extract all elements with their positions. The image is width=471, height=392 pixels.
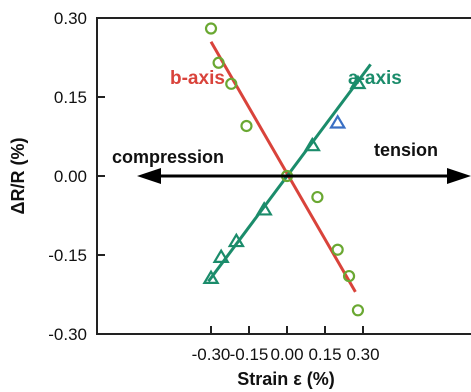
y-tick-label: 0.30: [54, 9, 87, 28]
data-point-a-axis: [212, 248, 230, 263]
compression-arrowhead: [137, 168, 161, 184]
y-tick-label: -0.30: [48, 325, 87, 344]
y-tick-label: 0.00: [54, 167, 87, 186]
data-point-b-axis: [311, 190, 324, 204]
data-point-b-axis: [204, 22, 218, 35]
data-point-a-axis: [227, 232, 245, 248]
tension-arrowhead: [447, 168, 471, 184]
data-point-b-axis: [342, 269, 356, 283]
series-label-a-axis: a-axis: [348, 68, 402, 89]
data-point-b-axis: [331, 243, 344, 256]
x-tick-label: 0.15: [308, 345, 341, 364]
annotation-tension: tension: [374, 140, 438, 160]
y-tick-label: -0.15: [48, 246, 87, 265]
data-markers: [202, 22, 367, 317]
strain-arrows: [137, 168, 471, 184]
data-point-b-axis: [212, 56, 225, 69]
y-tick-label: 0.15: [54, 88, 87, 107]
x-axis-label: Strain ε (%): [237, 369, 335, 389]
annotation-compression: compression: [112, 147, 224, 167]
data-point-a-axis: [202, 269, 220, 285]
data-point-a-axis: [349, 74, 367, 90]
x-tick-label: 0.30: [346, 345, 379, 364]
data-point-a-axis: [303, 136, 321, 152]
y-axis-label: ΔR/R (%): [8, 138, 28, 215]
fit-line-b-axis: [209, 40, 357, 293]
series-label-b-axis: b-axis: [170, 68, 225, 89]
data-point-b-axis: [240, 119, 253, 133]
x-tick-label: -0.30: [192, 345, 231, 364]
data-point-a-axis: [329, 114, 347, 129]
x-tick-label: -0.15: [230, 345, 269, 364]
data-point-b-axis: [351, 304, 365, 317]
x-tick-label: 0.00: [270, 345, 303, 364]
data-point-a-axis: [255, 201, 273, 216]
data-point-b-axis: [225, 77, 238, 90]
ticks: -0.30 -0.15 0.00 0.15 0.300.300.150.00-0.15-…: [48, 9, 379, 364]
